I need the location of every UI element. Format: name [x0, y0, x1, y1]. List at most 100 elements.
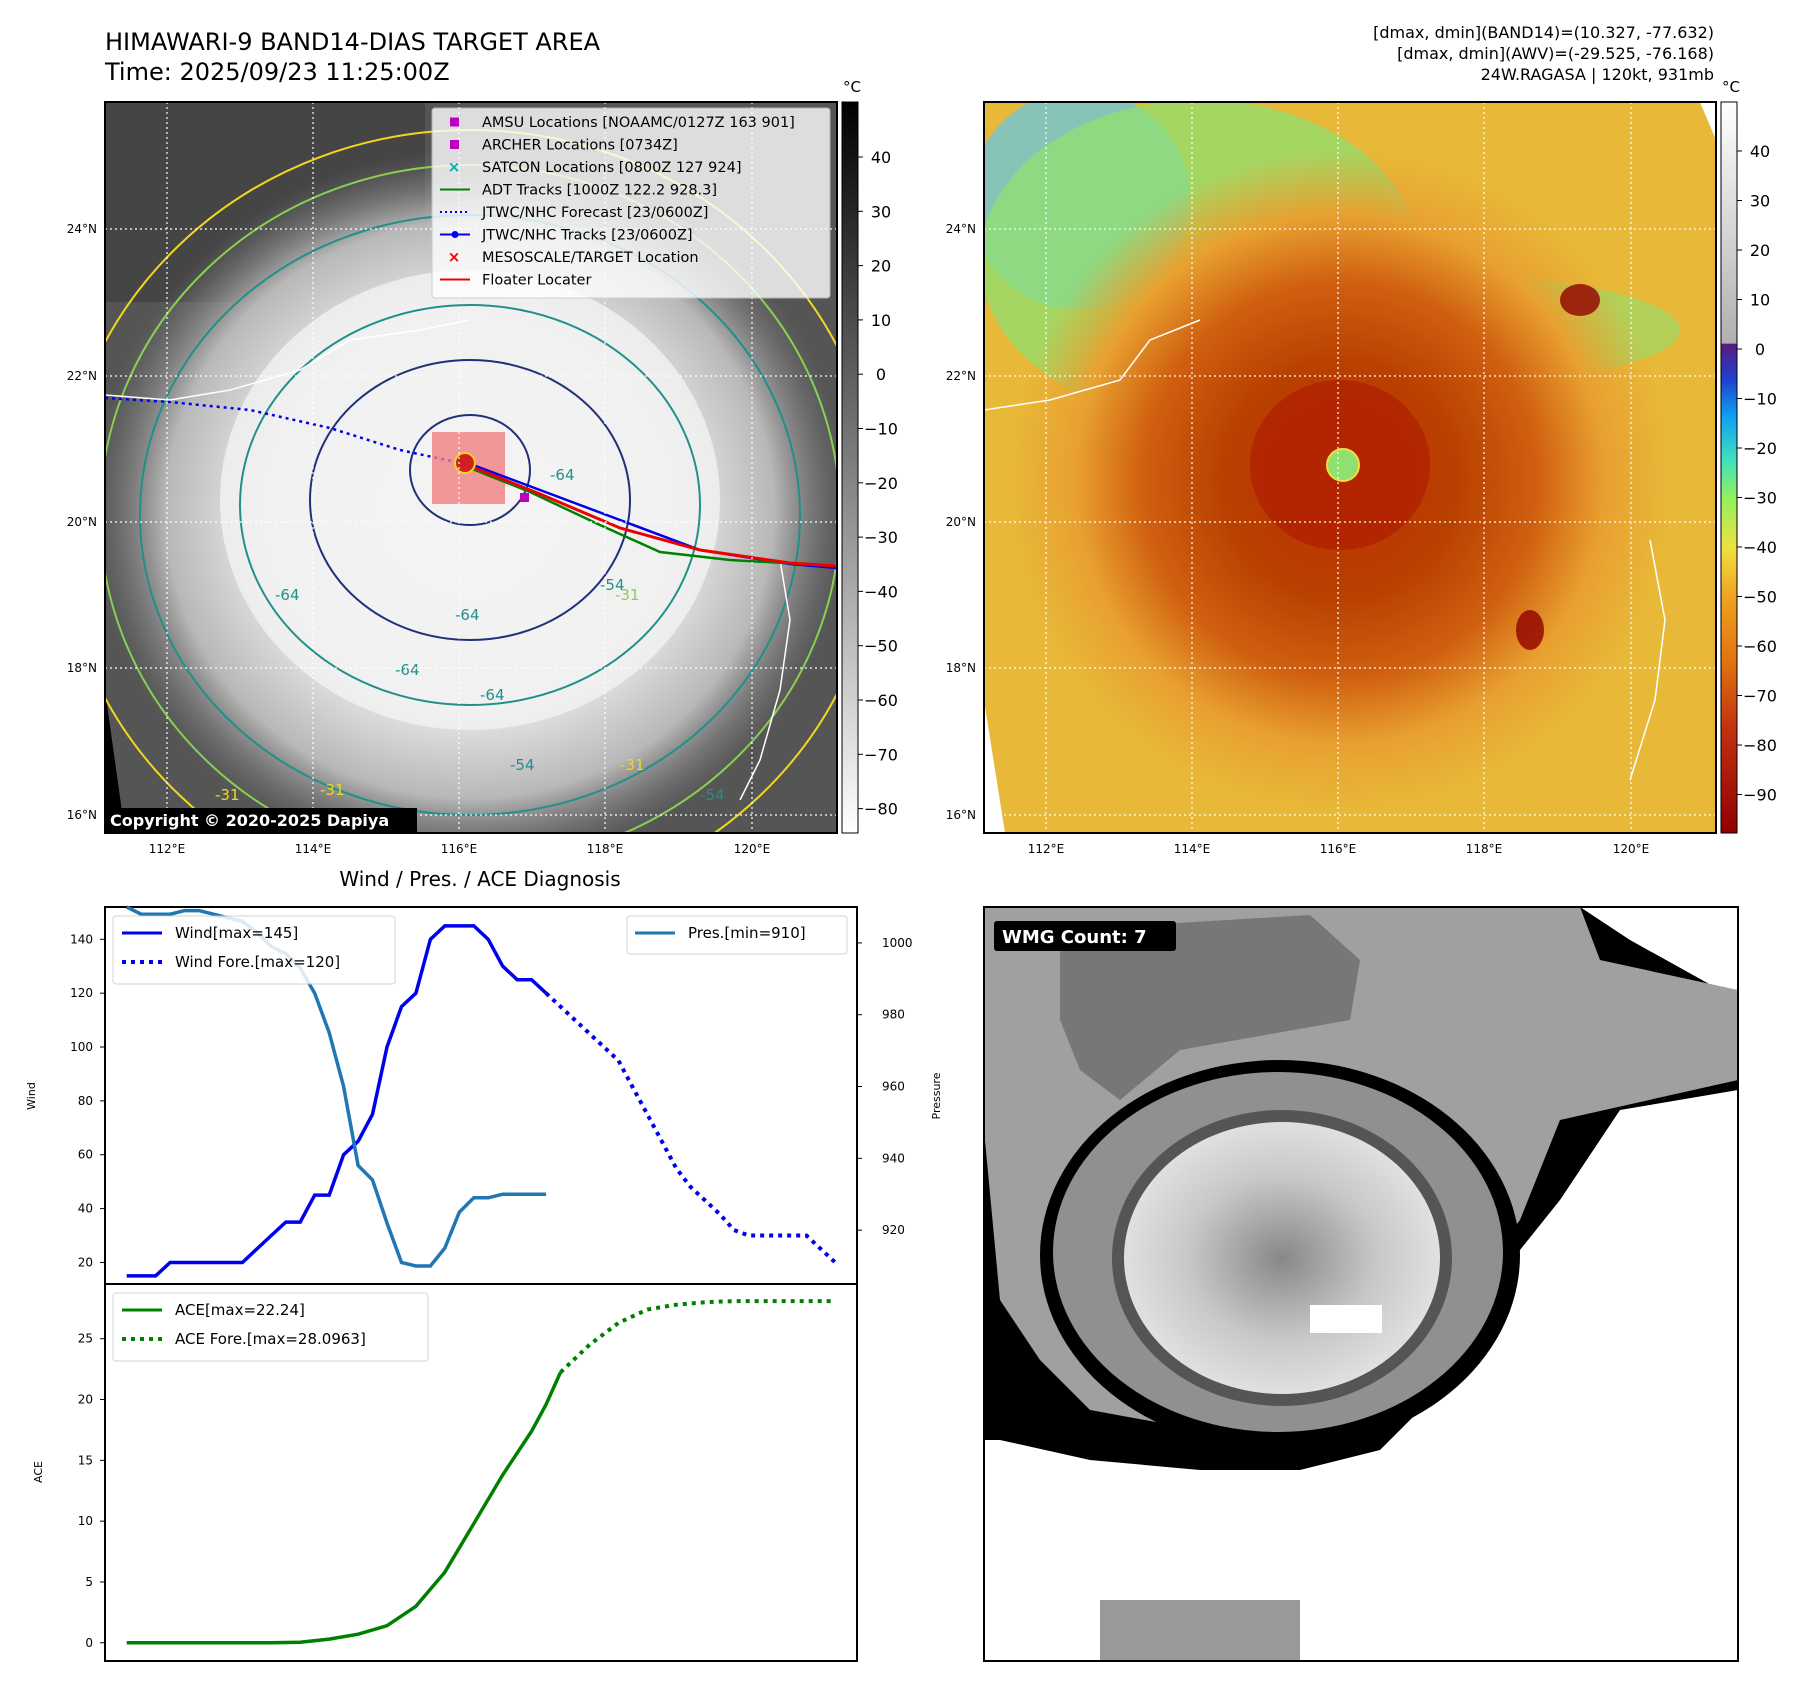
diagnosis-title: Wind / Pres. / ACE Diagnosis — [339, 867, 620, 891]
coastline — [984, 319, 1201, 411]
lat-label: 24°N — [946, 222, 976, 236]
awv-nodata-corner — [1700, 102, 1716, 140]
lat-label: 22°N — [946, 369, 976, 383]
legend-marker: × — [448, 158, 461, 176]
contour-label: -64 — [455, 606, 480, 624]
lon-label: 118°E — [1466, 842, 1503, 856]
ace-legend: ACE[max=22.24] ACE Fore.[max=28.0963] — [112, 1292, 429, 1362]
y-tick-label: 40 — [78, 1202, 93, 1216]
awv-colorbar-unit: °C — [1722, 78, 1740, 96]
storm-center-marker — [454, 452, 476, 474]
info-awv-range: [dmax, dmin](AWV)=(-29.525, -76.168) — [1397, 44, 1714, 63]
ir-legend-item: × SATCON Locations [0800Z 127 924] — [448, 158, 742, 176]
colorbar-tick-label: 10 — [871, 311, 891, 330]
legend-label: SATCON Locations [0800Z 127 924] — [482, 160, 741, 176]
y-tick-label: 120 — [70, 986, 93, 1000]
colorbar-tick-label: −10 — [1743, 390, 1777, 409]
colorbar-tick-label: −60 — [1743, 637, 1777, 656]
colorbar-tick-label: −90 — [1743, 786, 1777, 805]
y2-tick-label: 960 — [882, 1080, 905, 1094]
colorbar-tick-label: −80 — [864, 800, 898, 819]
adt-track — [464, 464, 837, 568]
legend-label: ARCHER Locations [0734Z] — [482, 138, 678, 154]
colorbar-tick-label: −30 — [864, 528, 898, 547]
contour-label: -54 — [600, 576, 625, 594]
colorbar-tick-label: 0 — [1755, 340, 1765, 359]
contour-label: -54 — [700, 786, 725, 804]
legend-label: MESOSCALE/TARGET Location — [482, 250, 699, 266]
wmg-gray-patch — [1100, 1600, 1300, 1661]
series-line — [126, 1371, 563, 1645]
series-line — [125, 905, 547, 1268]
ir-legend-item: AMSU Locations [NOAAMC/0127Z 163 901] — [450, 115, 795, 131]
contour-navy — [309, 359, 631, 641]
ir-legend-box — [431, 107, 831, 299]
lat-label: 18°N — [946, 661, 976, 675]
colorbar-tick-label: 20 — [1750, 241, 1770, 260]
legend-marker-dot — [451, 231, 459, 238]
y-tick-label: 10 — [78, 1514, 93, 1528]
ace-legend-box — [112, 1292, 429, 1362]
legend-ace-forecast: ACE Fore.[max=28.0963] — [175, 1330, 366, 1348]
colorbar-tick-label: 10 — [1750, 291, 1770, 310]
series-line — [544, 991, 837, 1264]
awv-gridlines — [984, 102, 1716, 833]
colorbar-tick-label: −80 — [1743, 736, 1777, 755]
lon-label: 114°E — [295, 842, 332, 856]
colorbar-tick-label: −20 — [864, 474, 898, 493]
wmg-badge-text: WMG Count: 7 — [1002, 927, 1147, 948]
colorbar-tick-label: 20 — [871, 257, 891, 276]
floater-track — [464, 462, 837, 568]
ir-nodata-wedge — [105, 690, 125, 833]
colorbar-tick-label: −10 — [864, 420, 898, 439]
colorbar-tick-label: −40 — [864, 582, 898, 601]
ir-legend-item: ADT Tracks [1000Z 122.2 928.3] — [440, 183, 717, 199]
awv-satellite-panel: °C 40 30 20 10 0 −10 −20 −30 −40 −50 −60 −70 −80 −90 — [983, 78, 1777, 834]
ir-colorbar-unit: °C — [843, 78, 861, 96]
series-line — [126, 924, 548, 1278]
y-tick-label: 100 — [70, 1040, 93, 1054]
ir-legend-item: Floater Locater — [440, 273, 591, 289]
wmg-dark-gray-region — [1060, 915, 1360, 1100]
info-storm-summary: 24W.RAGASA | 120kt, 931mb — [1481, 65, 1714, 84]
ir-legend-item: ARCHER Locations [0734Z] — [450, 138, 678, 154]
legend-label: JTWC/NHC Forecast [23/0600Z] — [481, 205, 708, 221]
contour-label: -64 — [395, 661, 420, 679]
lon-label: 118°E — [587, 842, 624, 856]
contour-navy-inner — [409, 414, 531, 526]
coastline — [105, 319, 471, 401]
wind-pressure-chart: Wind / Pres. / ACE Diagnosis Wind Pressu… — [25, 867, 943, 1285]
y2-tick-label: 920 — [882, 1223, 905, 1237]
wmg-panel: WMG Count: 7 — [983, 906, 1739, 1662]
legend-marker — [450, 117, 459, 127]
figure-title: HIMAWARI-9 BAND14-DIAS TARGET AREA — [105, 28, 601, 56]
y-tick-label: 20 — [78, 1393, 93, 1407]
contour-labels: -64 -64 -64 -64 -64 -54 -54 -54 -31 -31 … — [215, 466, 725, 804]
legend-label: Floater Locater — [482, 273, 591, 289]
lon-label: 114°E — [1174, 842, 1211, 856]
lat-label: 16°N — [67, 808, 97, 822]
colorbar-tick-label: −70 — [864, 745, 898, 764]
legend-label: JTWC/NHC Tracks [23/0600Z] — [481, 228, 693, 244]
contour-label: -31 — [320, 781, 345, 799]
ir-legend: AMSU Locations [NOAAMC/0127Z 163 901] ARC… — [431, 107, 831, 299]
wmg-badge — [994, 921, 1176, 951]
pressure-axis-label: Pressure — [930, 1072, 943, 1119]
lat-label: 24°N — [67, 222, 97, 236]
lat-label: 18°N — [67, 661, 97, 675]
legend-wind: Wind[max=145] — [175, 924, 298, 942]
awv-nodata-wedge — [984, 700, 1005, 833]
ir-legend-item: JTWC/NHC Forecast [23/0600Z] — [440, 205, 708, 221]
colorbar-tick-label: −50 — [1743, 588, 1777, 607]
contour-label: -64 — [480, 686, 505, 704]
awv-colorbar — [1720, 101, 1738, 834]
legend-pressure: Pres.[min=910] — [688, 924, 806, 942]
y2-tick-label: 940 — [882, 1151, 905, 1165]
contour-label: -64 — [550, 466, 575, 484]
y-tick-label: 20 — [78, 1255, 93, 1269]
legend-marker — [450, 140, 459, 149]
wmg-eye — [1310, 1305, 1382, 1333]
lat-label: 20°N — [946, 515, 976, 529]
colorbar-tick-label: −50 — [864, 637, 898, 656]
lon-label: 116°E — [1320, 842, 1357, 856]
